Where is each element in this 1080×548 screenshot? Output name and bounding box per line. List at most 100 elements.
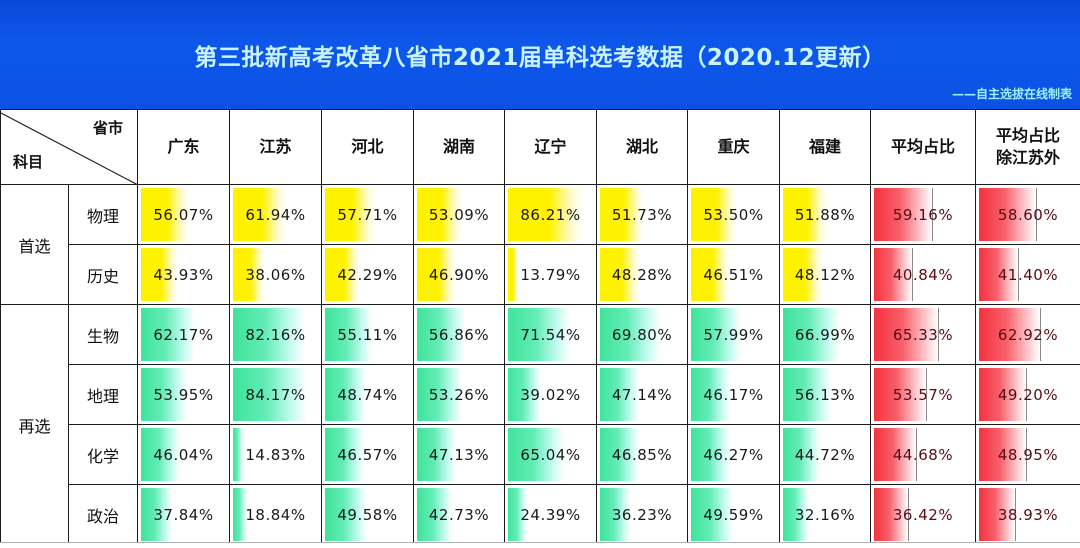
data-bar [874, 368, 927, 421]
percentage-value: 84.17% [245, 385, 306, 404]
data-bar [233, 248, 265, 301]
data-bar [417, 248, 457, 301]
cell-liaoning: 39.02% [504, 364, 597, 425]
data-bar [141, 248, 178, 301]
percentage-value: 51.73% [611, 205, 673, 224]
table-row: 再选 生物 62.17% 82.16% 55.11% 56.86% 71.54% 69.80%… [0, 304, 1080, 545]
cell-chongqing: 46.27% [687, 424, 780, 485]
data-bar [979, 428, 1027, 481]
title-banner: 第三批新高考改革八省市2021届单科选考数据（2020.12更新） ——自主选拔… [0, 0, 1080, 109]
percentage-value: 59.16% [892, 205, 954, 224]
data-bar [141, 368, 188, 421]
cell-guangdong: 46.04% [137, 424, 230, 485]
percentage-value: 42.29% [337, 265, 398, 284]
data-bar [691, 248, 731, 301]
cell-jiangsu: 82.16% [229, 304, 322, 365]
percentage-value: 14.83% [245, 445, 306, 464]
cell-hebei: 49.58% [321, 484, 414, 545]
percentage-value: 44.68% [892, 445, 954, 464]
percentage-value: 18.84% [245, 505, 306, 524]
page-title: 第三批新高考改革八省市2021届单科选考数据（2020.12更新） [194, 45, 886, 71]
column-header-hebei: 河北 [321, 109, 414, 185]
percentage-value: 55.11% [337, 325, 398, 344]
cell-hunan: 53.26% [413, 364, 505, 425]
cell-hunan: 56.86% [413, 304, 505, 365]
data-bar [600, 248, 641, 301]
data-bar [508, 368, 541, 421]
data-bar [979, 188, 1037, 241]
data-bar [979, 308, 1042, 361]
percentage-value: 37.84% [153, 505, 214, 524]
data-bar [233, 188, 287, 241]
subject-label: 地理 [68, 364, 138, 425]
percentage-value: 61.94% [245, 205, 306, 224]
header-row: 省市 科目 广东 江苏 河北 湖南 辽宁 湖北 重庆 福建 平均占比 平均占比 … [0, 109, 1080, 185]
column-header-average-excl-jiangsu: 平均占比 除江苏外 [975, 109, 1080, 185]
data-bar [325, 188, 375, 241]
cell-liaoning: 71.54% [504, 304, 597, 365]
cell-liaoning: 13.79% [504, 244, 597, 305]
cell-average: 59.16% [870, 184, 976, 245]
data-bar [508, 248, 518, 301]
header-line-2: 除江苏外 [995, 148, 1060, 167]
percentage-value: 62.17% [153, 325, 214, 344]
group-label: 首选 [0, 184, 69, 305]
data-bar [325, 248, 361, 301]
data-bar [233, 308, 305, 361]
column-header-fujian: 福建 [779, 109, 871, 185]
cell-average: 53.57% [870, 364, 976, 425]
data-bar [600, 368, 640, 421]
table-row: 化学 46.04% 14.83% 46.57% 47.13% 65.04% 46.85% 46… [1, 424, 1080, 485]
percentage-value: 36.23% [611, 505, 673, 524]
percentage-value: 47.14% [611, 385, 673, 404]
column-header-chongqing: 重庆 [687, 109, 780, 185]
data-bar [691, 488, 734, 541]
cell-hubei: 47.14% [596, 364, 688, 425]
cell-average-excl-jiangsu: 62.92% [975, 304, 1080, 365]
data-bar [233, 488, 248, 541]
percentage-value: 48.28% [611, 265, 673, 284]
data-bar [600, 488, 630, 541]
cell-average-excl-jiangsu: 48.95% [975, 424, 1080, 485]
percentage-value: 53.09% [428, 205, 490, 224]
percentage-value: 46.85% [611, 445, 673, 464]
cell-fujian: 66.99% [779, 304, 871, 365]
data-bar [874, 428, 918, 481]
percentage-value: 48.95% [997, 445, 1059, 464]
cell-fujian: 56.13% [779, 364, 871, 425]
cell-average: 40.84% [870, 244, 976, 305]
column-header-guangdong: 广东 [137, 109, 230, 185]
diagonal-divider-icon [1, 112, 137, 184]
subject-label: 政治 [68, 484, 138, 545]
table-row: 地理 53.95% 84.17% 48.74% 53.26% 39.02% 47.14% 46… [1, 364, 1080, 425]
data-bar [783, 368, 831, 421]
cell-hubei: 51.73% [596, 184, 688, 245]
percentage-value: 41.40% [997, 265, 1059, 284]
data-bar [141, 428, 180, 481]
cell-hubei: 36.23% [596, 484, 688, 545]
subject-label: 化学 [68, 424, 138, 485]
percentage-value: 66.99% [794, 325, 856, 344]
table-row: 首选 物理 56.07% 61.94% 57.71% 53.09% 86.21% 51.73%… [0, 184, 1080, 305]
cell-jiangsu: 61.94% [229, 184, 322, 245]
data-bar [417, 428, 457, 481]
data-bar [691, 368, 730, 421]
percentage-value: 62.92% [997, 325, 1059, 344]
cell-hebei: 48.74% [321, 364, 414, 425]
cell-liaoning: 65.04% [504, 424, 597, 485]
table-row: 历史 43.93% 38.06% 42.29% 46.90% 13.79% 48.28% 46… [1, 244, 1080, 305]
percentage-value: 13.79% [520, 265, 581, 284]
data-bar [600, 428, 640, 481]
column-header-jiangsu: 江苏 [229, 109, 322, 185]
bottom-margin [0, 542, 1080, 548]
data-bar [417, 188, 462, 241]
province-axis-label: 省市 [92, 119, 123, 137]
percentage-value: 43.93% [153, 265, 214, 284]
cell-jiangsu: 38.06% [229, 244, 322, 305]
percentage-value: 69.80% [611, 325, 673, 344]
cell-guangdong: 56.07% [137, 184, 230, 245]
percentage-value: 53.95% [153, 385, 214, 404]
group-label: 再选 [0, 304, 69, 545]
cell-chongqing: 49.59% [687, 484, 780, 545]
cell-hunan: 46.90% [413, 244, 505, 305]
